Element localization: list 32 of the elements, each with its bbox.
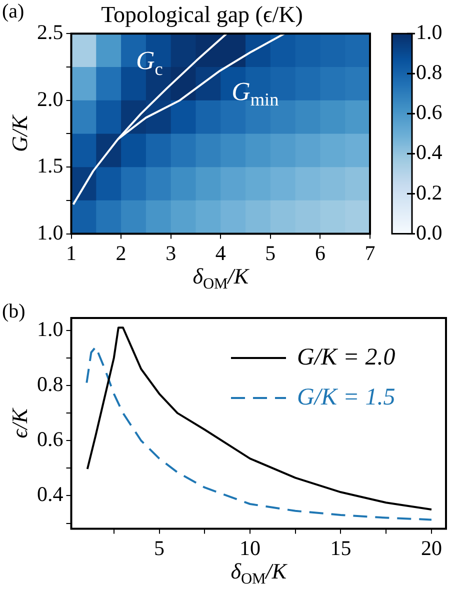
chart-title: Topological gap (ϵ/K) bbox=[101, 2, 303, 27]
y-tick-label: 2.5 bbox=[37, 20, 64, 44]
x-tick-label: 5 bbox=[154, 536, 165, 560]
y-tick-label: 1.0 bbox=[37, 316, 64, 341]
x-tick-label: 10 bbox=[240, 536, 261, 560]
y-tick-label: 1.0 bbox=[37, 220, 64, 244]
color-bar-label: 0.4 bbox=[416, 140, 443, 164]
color-bar-label: 0.6 bbox=[416, 100, 442, 124]
x-tick-label: 4 bbox=[215, 240, 226, 265]
color-bar-label: 0.8 bbox=[416, 60, 442, 84]
color-bar-label: 0.0 bbox=[416, 220, 442, 244]
y-tick-label: 0.8 bbox=[37, 372, 64, 396]
x-tick-label: 7 bbox=[364, 240, 376, 265]
y-axis-title: G/K bbox=[7, 114, 32, 152]
legend-label: G/K = 2.0 bbox=[297, 344, 396, 370]
color-bar-label: 0.2 bbox=[416, 180, 442, 204]
y-tick-label: 0.6 bbox=[37, 427, 64, 452]
y-tick-label: 0.4 bbox=[37, 482, 64, 506]
x-tick-label: 15 bbox=[330, 536, 352, 560]
y-axis-title: ϵ/K bbox=[7, 407, 32, 438]
color-bar-label: 1.0 bbox=[416, 20, 442, 44]
text: (b) bbox=[2, 300, 26, 322]
x-tick-label: 6 bbox=[314, 240, 326, 265]
x-tick-label: 2 bbox=[116, 240, 126, 265]
x-tick-label: 20 bbox=[420, 536, 442, 560]
x-tick-label: 5 bbox=[265, 240, 276, 265]
x-tick-label: 3 bbox=[166, 240, 176, 265]
legend-label: G/K = 1.5 bbox=[297, 384, 396, 410]
y-tick-label: 1.5 bbox=[37, 154, 64, 178]
y-tick-label: 2.0 bbox=[37, 86, 64, 111]
x-tick-label: 1 bbox=[66, 240, 76, 265]
text: (a) bbox=[2, 0, 24, 22]
